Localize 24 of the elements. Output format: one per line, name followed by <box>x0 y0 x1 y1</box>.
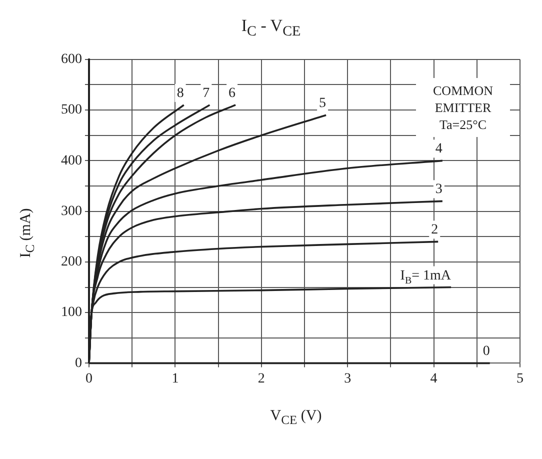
chart-title: I$_{C}$ - V$_{CE}$ <box>240 16 302 40</box>
x-tick-label: 1 <box>172 371 179 386</box>
x-axis-title: V$_{CE}$ (V) <box>269 408 323 428</box>
y-tick-label: 400 <box>61 153 82 168</box>
y-tick-label: 200 <box>61 254 82 270</box>
series-label: 5 <box>319 96 326 112</box>
y-tick-label: 600 <box>61 52 82 68</box>
series-label: 3 <box>435 182 442 198</box>
series-label: 7 <box>202 86 210 101</box>
y-tick-label: 500 <box>61 102 82 118</box>
x-tick-label: 0 <box>86 371 92 386</box>
series-label: 8 <box>176 86 184 101</box>
series-label: 0 <box>482 344 490 360</box>
y-tick-label: 100 <box>61 305 82 320</box>
series-label: 4 <box>435 142 442 157</box>
x-tick-label: 4 <box>430 371 438 386</box>
x-tick-label: 5 <box>516 371 524 386</box>
x-tick-label: 2 <box>258 371 265 386</box>
annotation: COMMON EMITTER Ta=25°C <box>416 78 510 137</box>
x-tick-label: 3 <box>344 371 352 386</box>
series-label: 6 <box>228 86 236 101</box>
series-label: 2 <box>431 222 438 238</box>
y-tick-label: 0 <box>75 356 82 371</box>
y-tick-label: 300 <box>61 204 82 219</box>
